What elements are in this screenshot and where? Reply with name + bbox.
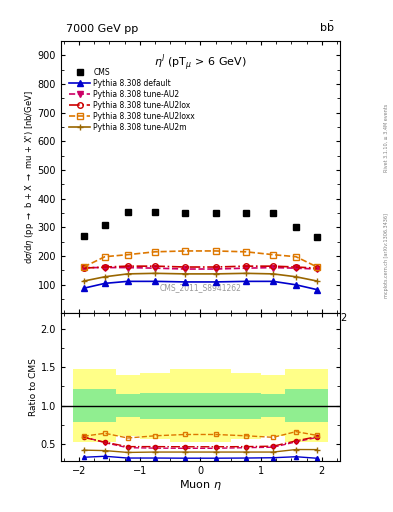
- Pythia 8.308 tune-AU2loxx: [125, 251, 130, 258]
- Pythia 8.308 tune-AU2m: [271, 271, 275, 277]
- Pythia 8.308 tune-AU2m: [315, 278, 320, 284]
- Pythia 8.308 tune-AU2: [271, 265, 275, 271]
- Pythia 8.308 tune-AU2loxx: [213, 248, 218, 254]
- Pythia 8.308 default: [315, 287, 320, 293]
- CMS: [315, 234, 320, 241]
- Pythia 8.308 default: [103, 280, 107, 286]
- Pythia 8.308 tune-AU2loxx: [152, 249, 157, 255]
- Pythia 8.308 tune-AU2lox: [103, 264, 107, 270]
- Line: Pythia 8.308 tune-AU2: Pythia 8.308 tune-AU2: [81, 265, 320, 272]
- Pythia 8.308 tune-AU2loxx: [294, 253, 298, 260]
- Pythia 8.308 tune-AU2loxx: [271, 251, 275, 258]
- Line: Pythia 8.308 tune-AU2loxx: Pythia 8.308 tune-AU2loxx: [81, 248, 320, 270]
- Pythia 8.308 tune-AU2: [315, 266, 320, 272]
- Pythia 8.308 tune-AU2lox: [125, 263, 130, 269]
- Y-axis label: Ratio to CMS: Ratio to CMS: [29, 358, 38, 416]
- CMS: [183, 210, 187, 216]
- CMS: [271, 210, 275, 216]
- Text: mcplots.cern.ch [arXiv:1306.3436]: mcplots.cern.ch [arXiv:1306.3436]: [384, 214, 389, 298]
- Pythia 8.308 tune-AU2: [244, 265, 248, 271]
- Legend: CMS, Pythia 8.308 default, Pythia 8.308 tune-AU2, Pythia 8.308 tune-AU2lox, Pyth: CMS, Pythia 8.308 default, Pythia 8.308 …: [68, 67, 197, 133]
- Pythia 8.308 tune-AU2loxx: [183, 248, 187, 254]
- Pythia 8.308 tune-AU2: [103, 265, 107, 271]
- Pythia 8.308 tune-AU2lox: [81, 265, 86, 271]
- Pythia 8.308 default: [125, 279, 130, 285]
- Line: CMS: CMS: [80, 208, 321, 241]
- Line: Pythia 8.308 tune-AU2lox: Pythia 8.308 tune-AU2lox: [81, 263, 320, 271]
- Text: 2: 2: [340, 313, 346, 324]
- Pythia 8.308 tune-AU2: [152, 265, 157, 271]
- CMS: [244, 210, 248, 216]
- Text: $\eta^l$ (pT$_\mu$ > 6 GeV): $\eta^l$ (pT$_\mu$ > 6 GeV): [154, 52, 247, 73]
- CMS: [294, 224, 298, 230]
- Pythia 8.308 tune-AU2: [125, 265, 130, 271]
- Pythia 8.308 tune-AU2m: [213, 271, 218, 277]
- Pythia 8.308 default: [213, 279, 218, 285]
- Pythia 8.308 tune-AU2: [213, 266, 218, 272]
- X-axis label: Muon $\eta$: Muon $\eta$: [179, 478, 222, 493]
- Pythia 8.308 default: [244, 279, 248, 285]
- Pythia 8.308 default: [294, 282, 298, 288]
- CMS: [152, 208, 157, 215]
- Pythia 8.308 tune-AU2loxx: [244, 249, 248, 255]
- Pythia 8.308 tune-AU2m: [244, 270, 248, 276]
- Pythia 8.308 tune-AU2: [183, 266, 187, 272]
- CMS: [103, 222, 107, 228]
- Pythia 8.308 tune-AU2lox: [294, 264, 298, 270]
- Pythia 8.308 tune-AU2lox: [152, 263, 157, 269]
- CMS: [81, 233, 86, 239]
- CMS: [125, 208, 130, 215]
- Pythia 8.308 tune-AU2lox: [315, 265, 320, 271]
- Pythia 8.308 tune-AU2m: [152, 270, 157, 276]
- Pythia 8.308 default: [271, 279, 275, 285]
- Pythia 8.308 tune-AU2m: [103, 274, 107, 280]
- Text: Rivet 3.1.10, ≥ 3.4M events: Rivet 3.1.10, ≥ 3.4M events: [384, 104, 389, 173]
- Pythia 8.308 tune-AU2: [81, 265, 86, 271]
- Pythia 8.308 tune-AU2m: [125, 271, 130, 277]
- Pythia 8.308 tune-AU2m: [183, 271, 187, 277]
- Pythia 8.308 tune-AU2m: [81, 278, 86, 284]
- Pythia 8.308 tune-AU2m: [294, 274, 298, 280]
- Pythia 8.308 default: [152, 279, 157, 285]
- Pythia 8.308 tune-AU2loxx: [103, 253, 107, 260]
- Text: CMS_2011_S8941262: CMS_2011_S8941262: [160, 283, 241, 292]
- Pythia 8.308 tune-AU2lox: [183, 264, 187, 270]
- Y-axis label: d$\sigma$/d$\eta$ (pp $\rightarrow$ b + X $\rightarrow$ mu + X') [nb/GeV]: d$\sigma$/d$\eta$ (pp $\rightarrow$ b + …: [23, 91, 36, 264]
- Pythia 8.308 tune-AU2lox: [213, 264, 218, 270]
- Text: 7000 GeV pp: 7000 GeV pp: [66, 24, 139, 34]
- Pythia 8.308 tune-AU2lox: [271, 263, 275, 269]
- Line: Pythia 8.308 tune-AU2m: Pythia 8.308 tune-AU2m: [80, 270, 321, 285]
- Pythia 8.308 tune-AU2lox: [244, 263, 248, 269]
- Pythia 8.308 default: [81, 285, 86, 291]
- Pythia 8.308 tune-AU2: [294, 265, 298, 271]
- Pythia 8.308 tune-AU2loxx: [315, 264, 320, 270]
- Pythia 8.308 tune-AU2loxx: [81, 264, 86, 270]
- Text: b$\bar{\rm b}$: b$\bar{\rm b}$: [319, 20, 334, 34]
- Pythia 8.308 default: [183, 279, 187, 285]
- Line: Pythia 8.308 default: Pythia 8.308 default: [81, 279, 320, 292]
- CMS: [213, 210, 218, 216]
